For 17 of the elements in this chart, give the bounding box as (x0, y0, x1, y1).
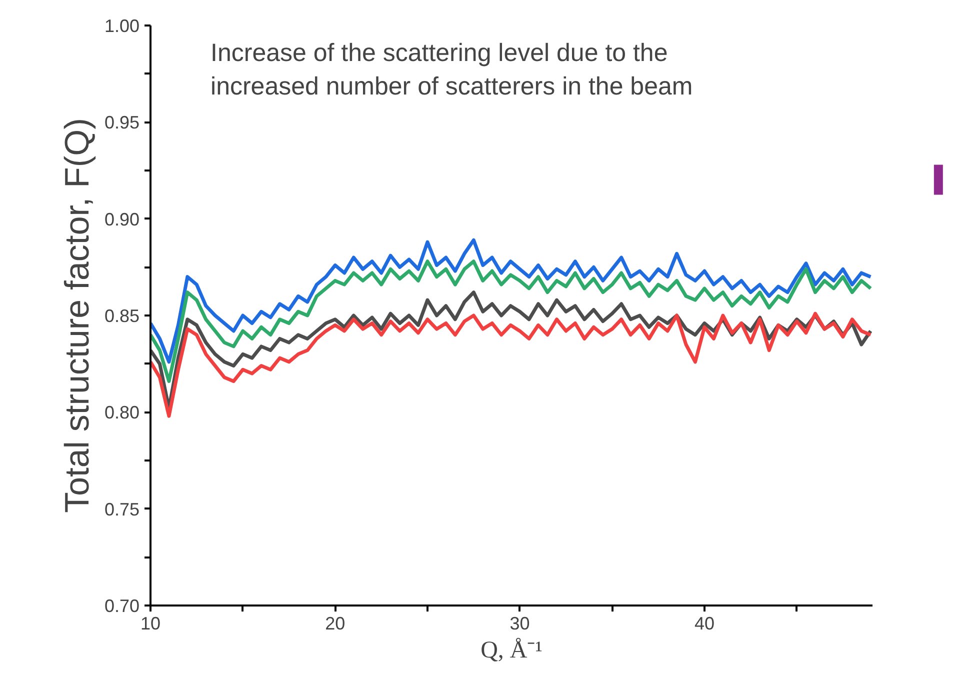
line-series (150, 260, 872, 383)
y-tick-label: 0.75 (104, 499, 140, 520)
y-tick-label: 0.90 (104, 209, 140, 230)
x-tick-label: 20 (325, 614, 346, 634)
x-axis-title: Q, Å⁻¹ (480, 638, 542, 664)
y-tick-label: 0.80 (104, 402, 140, 423)
line-series (150, 238, 872, 364)
x-tick-label: 30 (510, 614, 530, 634)
annotation: Increase of the scattering level due to the increased number of scatterers in the beam (210, 39, 693, 101)
y-tick-label: 0.70 (104, 596, 140, 616)
y-axis-title: Total structure factor, F(Q) (58, 118, 96, 513)
x-tick-label: 40 (694, 614, 714, 634)
x-tick-label: 10 (140, 614, 161, 634)
line-series (150, 312, 872, 418)
y-tick-label: 0.95 (104, 112, 140, 133)
y-tick-label: 0.85 (104, 306, 140, 326)
y-tick-label: 1.00 (104, 16, 140, 36)
